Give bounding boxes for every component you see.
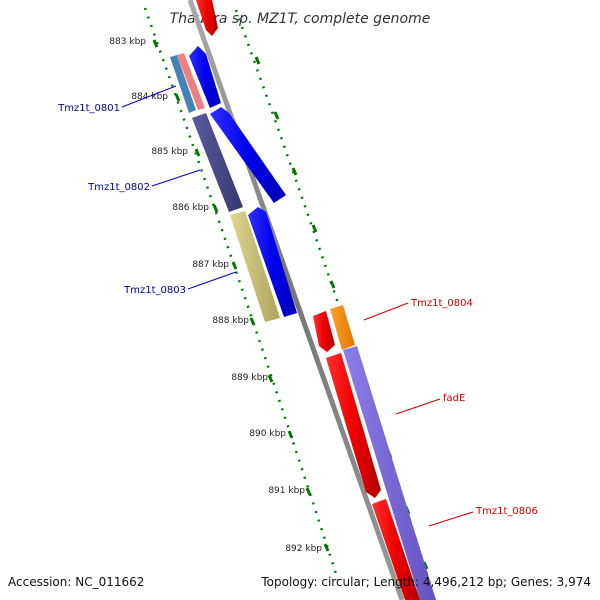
- gene-tmz1t-0803: [230, 211, 280, 322]
- leader-tmz1t-0803: [187, 271, 237, 290]
- tick-label-890: 890 kbp: [249, 429, 286, 439]
- gene-tmz1t-0801-pink: [177, 53, 205, 110]
- tick-label-887: 887 kbp: [192, 260, 229, 270]
- inner-major-ticks: [152, 39, 330, 552]
- label-tmz1t-0804[interactable]: Tmz1t_0804: [410, 298, 473, 309]
- label-tmz1t-0801[interactable]: Tmz1t_0801: [57, 103, 120, 114]
- outer-tick-track: [234, 9, 434, 591]
- tick-label-889: 889 kbp: [231, 373, 268, 383]
- gene-tmz1t-0806: [343, 346, 436, 600]
- label-tmz1t-0802[interactable]: Tmz1t_0802: [87, 182, 150, 193]
- label-fade[interactable]: fadE: [443, 393, 465, 404]
- leader-fade: [395, 398, 441, 415]
- gene-tmz1t-0801-steelblue: [170, 55, 196, 113]
- gene-fade: [326, 353, 381, 498]
- tick-label-888: 888 kbp: [212, 316, 249, 326]
- leader-tmz1t-0806: [428, 511, 474, 527]
- leader-tmz1t-0804: [363, 302, 409, 321]
- tick-label-891: 891 kbp: [268, 486, 305, 496]
- tick-label-892: 892 kbp: [285, 544, 322, 554]
- map-title: Thauera sp. MZ1T, complete genome: [170, 11, 431, 27]
- label-tmz1t-0803[interactable]: Tmz1t_0803: [123, 285, 186, 296]
- gene-blue-3: [248, 207, 297, 317]
- kbp-labels: 883 kbp 884 kbp 885 kbp 886 kbp 887 kbp …: [109, 37, 322, 554]
- gene-tmz1t-0802: [192, 113, 243, 212]
- genome-backbone: [187, 0, 405, 600]
- tick-label-883: 883 kbp: [109, 37, 146, 47]
- tick-label-884: 884 kbp: [131, 92, 168, 102]
- gene-blue-1: [189, 46, 221, 108]
- leader-tmz1t-0801: [121, 85, 177, 108]
- gene-blue-2: [210, 107, 286, 203]
- label-tmz1t-0806[interactable]: Tmz1t_0806: [475, 506, 538, 517]
- footer-accession: Accession: NC_011662: [8, 575, 144, 589]
- tick-label-886: 886 kbp: [172, 203, 209, 213]
- footer-summary: Topology: circular; Length: 4,496,212 bp…: [260, 575, 591, 589]
- leader-tmz1t-0802: [151, 169, 201, 187]
- gene-red-lower: [372, 499, 420, 600]
- gene-tmz1t-0804-red: [313, 311, 335, 352]
- tick-label-885: 885 kbp: [151, 147, 188, 157]
- gene-tmz1t-0804-orange: [330, 305, 355, 350]
- gene-top-partial: [196, 0, 218, 36]
